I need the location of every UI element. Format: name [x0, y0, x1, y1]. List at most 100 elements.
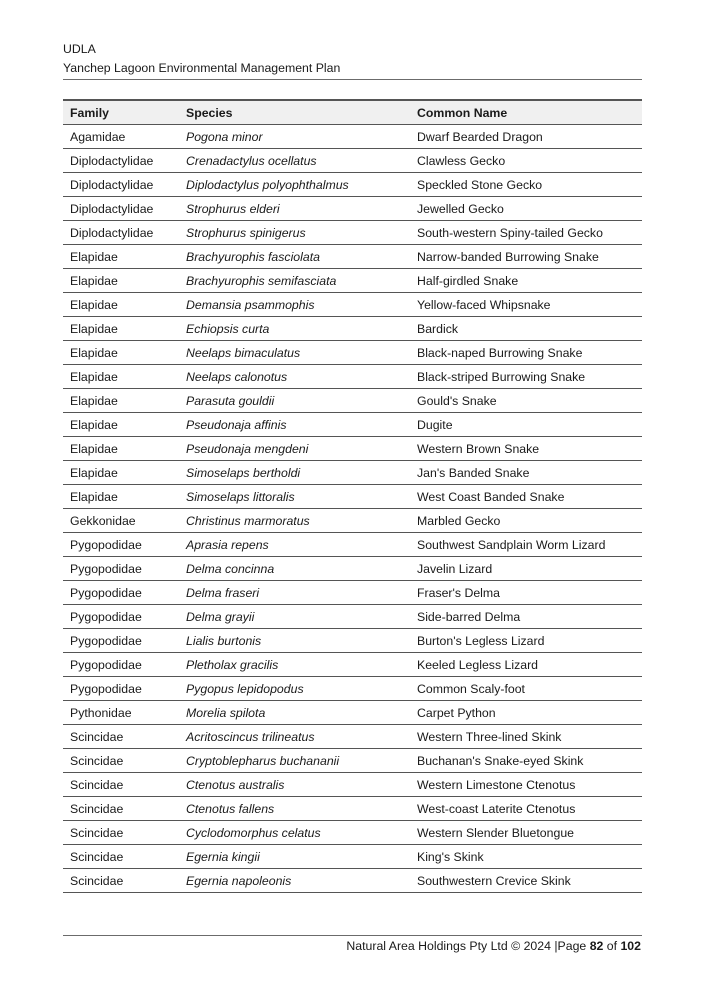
family-cell: Elapidae [63, 244, 179, 269]
table-row: Diplodactylidae Crenadactylus ocellatus Cl… [63, 148, 642, 173]
family-cell: Scincidae [63, 820, 179, 845]
table-row: Elapidae Neelaps calonotus Black-striped B… [63, 364, 642, 389]
family-cell: Gekkonidae [63, 508, 179, 533]
table-row: Elapidae Pseudonaja mengdeni Western Brown… [63, 436, 642, 461]
table-row: Scincidae Cryptoblepharus buchananii Bucha… [63, 748, 642, 773]
table-row: Elapidae Parasuta gouldii Gould's Snake [63, 388, 642, 413]
species-cell: Ctenotus fallens [179, 796, 410, 821]
common-name-cell: Narrow-banded Burrowing Snake [410, 244, 642, 269]
family-cell: Pygopodidae [63, 652, 179, 677]
table-row: Elapidae Neelaps bimaculatus Black-naped B… [63, 340, 642, 365]
table-row: Agamidae Pogona minor Dwarf Bearded Dragon [63, 124, 642, 149]
common-name-cell: Western Brown Snake [410, 436, 642, 461]
species-table: Family Species Common Name Agamidae Pogon… [63, 99, 642, 893]
common-name-cell: Burton's Legless Lizard [410, 628, 642, 653]
common-name-cell: Speckled Stone Gecko [410, 172, 642, 197]
species-cell: Strophurus spinigerus [179, 220, 410, 245]
family-cell: Elapidae [63, 484, 179, 509]
family-cell: Scincidae [63, 796, 179, 821]
column-header-family: Family [63, 100, 179, 125]
family-cell: Scincidae [63, 844, 179, 869]
table-row: Pygopodidae Lialis burtonis Burton's Legle… [63, 628, 642, 653]
table-row: Pygopodidae Delma fraseri Fraser's Delma [63, 580, 642, 605]
common-name-cell: Western Slender Bluetongue [410, 820, 642, 845]
family-cell: Elapidae [63, 436, 179, 461]
common-name-cell: Dwarf Bearded Dragon [410, 124, 642, 149]
common-name-cell: Yellow-faced Whipsnake [410, 292, 642, 317]
common-name-cell: West-coast Laterite Ctenotus [410, 796, 642, 821]
table-row: Pygopodidae Aprasia repens Southwest Sandp… [63, 532, 642, 557]
species-cell: Neelaps calonotus [179, 364, 410, 389]
species-cell: Strophurus elderi [179, 196, 410, 221]
table-row: Diplodactylidae Strophurus elderi Jewelled… [63, 196, 642, 221]
species-cell: Pseudonaja mengdeni [179, 436, 410, 461]
family-cell: Scincidae [63, 868, 179, 893]
common-name-cell: Marbled Gecko [410, 508, 642, 533]
species-cell: Egernia kingii [179, 844, 410, 869]
table-header-row: Family Species Common Name [63, 100, 642, 125]
table-row: Pygopodidae Delma grayii Side-barred Delma [63, 604, 642, 629]
family-cell: Scincidae [63, 748, 179, 773]
species-cell: Delma fraseri [179, 580, 410, 605]
species-cell: Pseudonaja affinis [179, 412, 410, 437]
common-name-cell: Bardick [410, 316, 642, 341]
page-number: 82 [589, 939, 604, 953]
common-name-cell: Southwest Sandplain Worm Lizard [410, 532, 642, 557]
common-name-cell: Western Three-lined Skink [410, 724, 642, 749]
species-cell: Pletholax gracilis [179, 652, 410, 677]
table-row: Pythonidae Morelia spilota Carpet Python [63, 700, 642, 725]
table-row: Elapidae Demansia psammophis Yellow-faced … [63, 292, 642, 317]
common-name-cell: Jan's Banded Snake [410, 460, 642, 485]
family-cell: Elapidae [63, 340, 179, 365]
family-cell: Elapidae [63, 412, 179, 437]
table-row: Gekkonidae Christinus marmoratus Marbled G… [63, 508, 642, 533]
family-cell: Diplodactylidae [63, 148, 179, 173]
species-cell: Cyclodomorphus celatus [179, 820, 410, 845]
table-row: Scincidae Cyclodomorphus celatus Western S… [63, 820, 642, 845]
family-cell: Diplodactylidae [63, 196, 179, 221]
table-row: Elapidae Brachyurophis semifasciata Half-g… [63, 268, 642, 293]
species-cell: Brachyurophis fasciolata [179, 244, 410, 269]
common-name-cell: Black-striped Burrowing Snake [410, 364, 642, 389]
footer-text: Natural Area Holdings Pty Ltd © 2024 |Pa… [346, 939, 590, 953]
common-name-cell: King's Skink [410, 844, 642, 869]
table-row: Scincidae Egernia kingii King's Skink [63, 844, 642, 869]
footer: Natural Area Holdings Pty Ltd © 2024 |Pa… [346, 939, 641, 953]
species-cell: Pogona minor [179, 124, 410, 149]
family-cell: Pygopodidae [63, 628, 179, 653]
common-name-cell: Carpet Python [410, 700, 642, 725]
table-row: Elapidae Echiopsis curta Bardick [63, 316, 642, 341]
footer-of: of [603, 939, 621, 953]
species-cell: Simoselaps littoralis [179, 484, 410, 509]
common-name-cell: South-western Spiny-tailed Gecko [410, 220, 642, 245]
family-cell: Agamidae [63, 124, 179, 149]
family-cell: Elapidae [63, 388, 179, 413]
family-cell: Elapidae [63, 460, 179, 485]
family-cell: Diplodactylidae [63, 172, 179, 197]
species-cell: Ctenotus australis [179, 772, 410, 797]
table-row: Diplodactylidae Diplodactylus polyophthal… [63, 172, 642, 197]
species-cell: Aprasia repens [179, 532, 410, 557]
header-title: Yanchep Lagoon Environmental Management … [63, 61, 341, 75]
family-cell: Pygopodidae [63, 604, 179, 629]
species-cell: Diplodactylus polyophthalmus [179, 172, 410, 197]
family-cell: Pythonidae [63, 700, 179, 725]
species-cell: Demansia psammophis [179, 292, 410, 317]
common-name-cell: Common Scaly-foot [410, 676, 642, 701]
family-cell: Elapidae [63, 292, 179, 317]
species-cell: Parasuta gouldii [179, 388, 410, 413]
common-name-cell: Dugite [410, 412, 642, 437]
species-cell: Echiopsis curta [179, 316, 410, 341]
family-cell: Elapidae [63, 268, 179, 293]
header-divider [63, 79, 642, 80]
common-name-cell: Jewelled Gecko [410, 196, 642, 221]
family-cell: Scincidae [63, 772, 179, 797]
common-name-cell: West Coast Banded Snake [410, 484, 642, 509]
family-cell: Pygopodidae [63, 676, 179, 701]
common-name-cell: Half-girdled Snake [410, 268, 642, 293]
column-header-species: Species [179, 100, 410, 125]
footer-divider [63, 935, 642, 936]
table-row: Scincidae Egernia napoleonis Southwestern … [63, 868, 642, 893]
common-name-cell: Buchanan's Snake-eyed Skink [410, 748, 642, 773]
species-cell: Morelia spilota [179, 700, 410, 725]
